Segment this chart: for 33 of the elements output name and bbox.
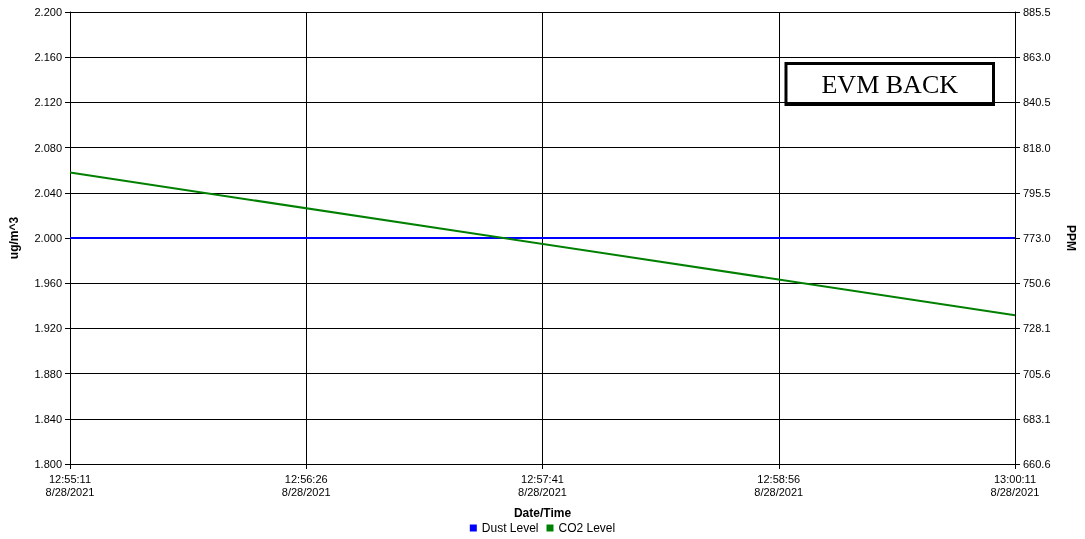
y-tick-label: 2.040 bbox=[34, 186, 62, 199]
y2-axis-title: PPM bbox=[1064, 224, 1078, 252]
y2-tick-label: 728.1 bbox=[1023, 322, 1051, 335]
y-tick-label: 2.120 bbox=[34, 96, 62, 109]
x-tick-label: 12:56:26 8/28/2021 bbox=[281, 472, 331, 498]
y-tick-label: 1.880 bbox=[34, 367, 62, 380]
y2-tick-label: 885.5 bbox=[1023, 6, 1051, 18]
y-tick-label: 2.160 bbox=[34, 51, 62, 64]
y2-tick-label: 795.5 bbox=[1023, 186, 1051, 199]
annotation: EVM BACK bbox=[821, 69, 959, 99]
y2-tick-label: 750.6 bbox=[1023, 277, 1051, 290]
y-tick-label: 1.960 bbox=[34, 277, 62, 290]
x-tick-label: 12:55:11 8/28/2021 bbox=[45, 472, 95, 498]
x-tick-label: 12:58:56 8/28/2021 bbox=[754, 472, 804, 498]
y-tick-label: 1.840 bbox=[34, 412, 62, 425]
y-tick-label: 2.000 bbox=[34, 232, 62, 244]
legend-label: CO2 Level bbox=[558, 521, 616, 535]
y2-tick-label: 660.6 bbox=[1023, 458, 1051, 470]
x-axis-title: Date/Time bbox=[513, 506, 572, 520]
y-tick-label: 2.200 bbox=[34, 6, 62, 18]
y2-tick-label: 840.5 bbox=[1023, 96, 1051, 109]
y2-tick-label: 863.0 bbox=[1023, 51, 1051, 64]
y-tick-label: 2.080 bbox=[34, 141, 62, 154]
y-tick-label: 1.800 bbox=[34, 458, 62, 470]
x-tick-label: 12:57:41 8/28/2021 bbox=[518, 472, 567, 498]
y-axis-title: ug/m^3 bbox=[7, 216, 21, 260]
y2-tick-label: 773.0 bbox=[1023, 232, 1051, 245]
y2-tick-label: 818.0 bbox=[1023, 141, 1051, 154]
legend-label: Dust Level bbox=[481, 521, 539, 535]
x-tick-label: 13:00:11 8/28/2021 bbox=[990, 472, 1040, 498]
y-tick-label: 1.920 bbox=[34, 322, 62, 335]
y2-tick-label: 705.6 bbox=[1023, 367, 1051, 380]
y2-tick-label: 683.1 bbox=[1023, 412, 1051, 425]
